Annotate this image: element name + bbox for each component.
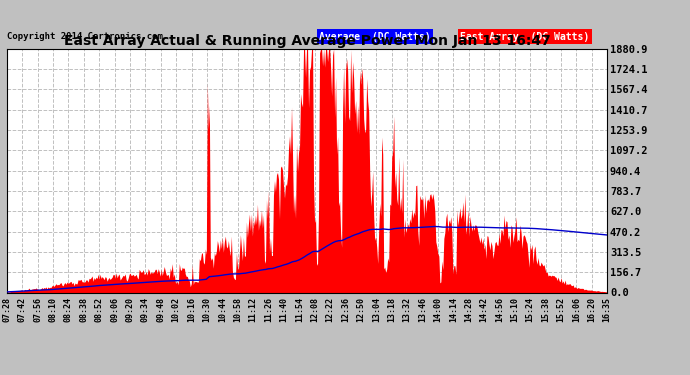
Text: Average  (DC Watts): Average (DC Watts)	[319, 32, 431, 42]
Title: East Array Actual & Running Average Power Mon Jan 13 16:47: East Array Actual & Running Average Powe…	[63, 34, 551, 48]
Text: East Array  (DC Watts): East Array (DC Watts)	[460, 32, 589, 42]
Text: Copyright 2014 Cartronics.com: Copyright 2014 Cartronics.com	[7, 32, 163, 41]
